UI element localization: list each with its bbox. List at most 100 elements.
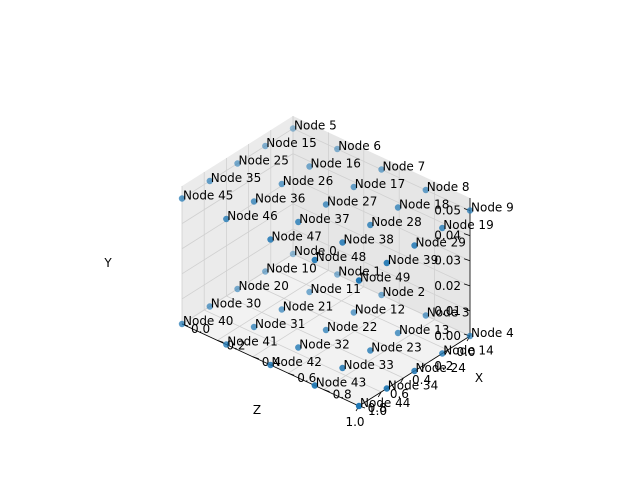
point-label: Node 20 xyxy=(239,279,289,293)
point-label: Node 3 xyxy=(427,306,470,320)
data-point xyxy=(223,341,230,348)
point-label: Node 7 xyxy=(383,160,426,174)
point-label: Node 34 xyxy=(388,379,438,393)
point-label: Node 10 xyxy=(266,262,316,276)
point-label: Node 43 xyxy=(316,376,366,390)
point-label: Node 41 xyxy=(227,335,277,349)
point-label: Node 19 xyxy=(443,218,493,232)
x-grid-line-floor xyxy=(217,270,329,341)
point-label: Node 12 xyxy=(355,303,405,317)
y-axis-label: Y xyxy=(103,256,112,270)
z-tick-mark xyxy=(400,377,404,384)
z-grid-line-floor xyxy=(226,295,404,379)
point-label: Node 6 xyxy=(338,139,381,153)
point-label: Node 24 xyxy=(416,361,466,375)
x-tick-label: 0.8 xyxy=(333,388,352,402)
data-point xyxy=(234,285,241,293)
data-point xyxy=(383,259,390,267)
data-point xyxy=(339,364,346,372)
z-tick-label: 0.0 xyxy=(456,345,475,359)
point-label: Node 27 xyxy=(327,195,377,209)
y-grid-line-wall-x xyxy=(181,178,294,250)
y-grid-line-wall-z xyxy=(292,203,471,287)
point-label: Node 5 xyxy=(294,119,337,133)
point-label: Node 48 xyxy=(316,250,366,264)
x-axis-label: X xyxy=(475,371,483,385)
point-label: Node 2 xyxy=(383,285,426,299)
point-label: Node 16 xyxy=(311,157,361,171)
point-label: Node 35 xyxy=(211,171,261,185)
data-point xyxy=(339,239,346,246)
y-tick-label: 0.03 xyxy=(434,254,461,268)
back-pane-x xyxy=(182,116,293,324)
y-grid-line-wall-x xyxy=(181,228,294,300)
point-label: Node 23 xyxy=(371,341,421,355)
point-label: Node 45 xyxy=(183,189,233,203)
point-label: Node 33 xyxy=(344,358,394,372)
data-point xyxy=(278,180,285,188)
point-label: Node 13 xyxy=(399,323,449,337)
data-point xyxy=(422,186,429,194)
point-label: Node 29 xyxy=(416,236,466,250)
point-label: Node 17 xyxy=(355,177,405,191)
point-label: Node 25 xyxy=(239,154,289,168)
data-point xyxy=(311,256,318,264)
data-point xyxy=(178,320,186,328)
data-point xyxy=(295,344,302,351)
data-point xyxy=(378,166,385,173)
point-label: Node 44 xyxy=(360,396,410,410)
z-tick-label: 0.4 xyxy=(412,373,431,387)
x-tick-mark xyxy=(252,356,259,360)
data-point xyxy=(466,332,474,340)
point-label: Node 8 xyxy=(427,180,470,194)
data-point xyxy=(334,145,341,153)
y-grid-line-wall-z xyxy=(292,178,471,262)
data-point xyxy=(267,236,274,243)
y-grid-line-wall-z xyxy=(292,228,471,312)
point-label: Node 15 xyxy=(266,136,316,150)
point-label: Node 11 xyxy=(311,282,361,296)
point-label: Node 32 xyxy=(299,338,349,352)
data-point xyxy=(383,385,390,392)
data-point xyxy=(350,183,357,191)
data-point xyxy=(206,303,213,310)
data-point xyxy=(378,291,385,299)
point-label: Node 18 xyxy=(399,198,449,212)
point-label: Node 4 xyxy=(471,326,514,340)
point-label: Node 47 xyxy=(272,230,322,244)
point-label: Node 26 xyxy=(283,174,333,188)
point-label: Node 49 xyxy=(360,271,410,285)
data-point xyxy=(439,350,446,357)
data-points: Node 0 Node 5 Node 1 Node 6 Node 10 Node 15 No… xyxy=(178,119,514,410)
x-tick-mark xyxy=(323,389,330,392)
z-tick-label: 0.2 xyxy=(434,359,453,373)
z-tick-mark xyxy=(422,363,426,370)
data-point xyxy=(311,382,318,389)
x-grid-line-floor xyxy=(323,319,435,390)
x-tick-mark xyxy=(288,372,295,376)
tick-labels: 0.00.20.40.60.81.00.00.20.40.60.81.00.00… xyxy=(181,204,476,429)
point-label: Node 36 xyxy=(255,192,305,206)
z-grid-line-floor xyxy=(270,267,448,351)
y-grid-line-wall-x xyxy=(181,153,294,224)
y-tick-mark xyxy=(463,308,471,312)
y-tick-mark xyxy=(463,233,471,237)
data-point xyxy=(206,177,213,185)
data-point xyxy=(411,367,418,375)
data-point xyxy=(306,288,313,296)
y-tick-label: 0.05 xyxy=(434,204,461,218)
y-tick-mark xyxy=(463,283,471,287)
data-point xyxy=(250,323,258,331)
point-label: Node 38 xyxy=(344,233,394,247)
point-label: Node 28 xyxy=(371,215,421,229)
data-point xyxy=(223,215,230,223)
data-point xyxy=(289,125,297,132)
point-label: Node 1 xyxy=(338,265,381,279)
y-tick-mark xyxy=(463,258,471,262)
point-label: Node 0 xyxy=(294,244,337,258)
point-label: Node 46 xyxy=(227,209,277,223)
z-tick-label: 0.8 xyxy=(368,401,387,415)
x-tick-label: 0.0 xyxy=(191,322,210,336)
z-tick-mark xyxy=(377,391,382,398)
x-grid-line-floor xyxy=(287,302,400,374)
